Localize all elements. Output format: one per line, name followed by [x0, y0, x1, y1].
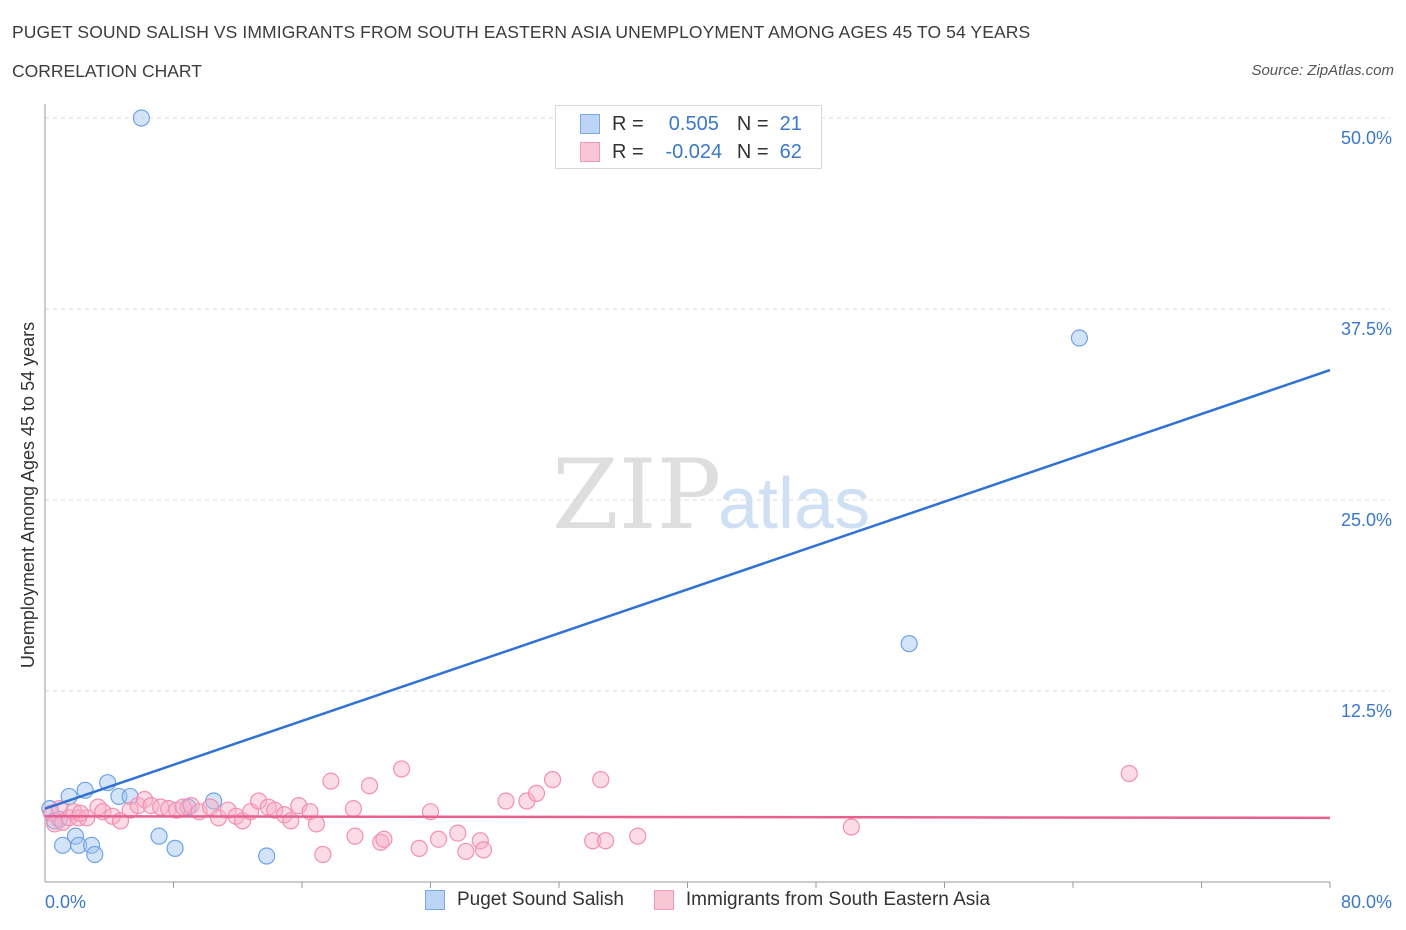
legend-r-value-puget: 0.505 [668, 112, 719, 135]
point-puget [70, 836, 88, 854]
axis-labels: 12.5% 25.0% 37.5% 50.0% 0.0% 80.0% Unemploymen… [18, 128, 1392, 912]
source-label: Source: ZipAtlas.com [1251, 62, 1394, 79]
points [41, 109, 1138, 865]
legend-swatch-puget [580, 114, 600, 134]
stats-legend: R = 0.505 N = 21 R = -0.024 N = 62 [555, 105, 822, 169]
point-asia [307, 815, 326, 833]
chart-subtitle: CORRELATION CHART [12, 61, 202, 81]
trend-line-puget [44, 368, 1331, 810]
point-puget [150, 827, 168, 845]
series-legend-asia: Immigrants from South Eastern Asia [653, 889, 991, 911]
point-asia [497, 792, 515, 810]
chart-title: PUGET SOUND SALISH VS IMMIGRANTS FROM SO… [12, 22, 1031, 42]
point-asia [375, 830, 393, 848]
legend-n-value-asia: 62 [779, 140, 802, 163]
series-legend: Puget Sound Salish Immigrants from South… [425, 889, 1020, 911]
point-asia [543, 771, 562, 789]
trend-line-asia [44, 815, 1331, 820]
series-swatch-puget [425, 890, 445, 910]
point-asia [629, 827, 647, 845]
grid [45, 117, 1390, 692]
point-puget [66, 827, 85, 845]
point-asia [429, 830, 448, 848]
point-asia [842, 818, 860, 836]
point-asia [135, 790, 154, 809]
point-puget [86, 845, 104, 864]
point-asia [592, 771, 610, 789]
point-puget [900, 635, 918, 653]
point-asia [360, 777, 379, 795]
point-asia [392, 760, 411, 778]
point-asia [266, 801, 284, 819]
point-asia [471, 832, 489, 850]
series-legend-puget: Puget Sound Salish [425, 889, 624, 911]
point-asia [527, 784, 546, 802]
legend-n-value-puget: 21 [779, 112, 802, 135]
y-tick-label: 37.5% [1341, 319, 1392, 339]
point-asia [1120, 764, 1138, 783]
trend-lines [44, 368, 1331, 820]
axes [44, 104, 1331, 888]
x-tick-label: 80.0% [1341, 892, 1392, 912]
point-asia [449, 824, 467, 842]
point-asia [314, 845, 332, 864]
legend-swatch-asia [580, 142, 600, 162]
watermark-atlas: atlas [718, 464, 870, 544]
point-asia [596, 832, 615, 850]
legend-r-value-asia: -0.024 [665, 140, 723, 163]
legend-row-asia: R = -0.024 N = 62 [580, 140, 802, 164]
legend-r-label: R = [612, 140, 644, 163]
y-tick-label: 12.5% [1341, 701, 1392, 721]
y-axis-label: Unemployment Among Ages 45 to 54 years [18, 322, 38, 668]
point-asia [250, 792, 268, 810]
point-asia [410, 839, 428, 857]
point-asia [346, 827, 364, 845]
x-tick-label: 0.0% [45, 892, 86, 912]
point-asia [129, 796, 147, 815]
series-swatch-asia [653, 890, 674, 910]
point-puget [1070, 329, 1089, 347]
point-asia [275, 806, 293, 824]
point-asia [71, 804, 89, 822]
point-puget [82, 836, 101, 854]
point-asia [372, 833, 390, 851]
y-tick-label: 25.0% [1341, 510, 1392, 530]
series-name-puget: Puget Sound Salish [457, 889, 624, 910]
legend-r-label: R = [612, 112, 644, 135]
point-asia [457, 842, 475, 861]
series-name-asia: Immigrants from South Eastern Asia [685, 889, 991, 910]
watermark-zip: ZIP [552, 439, 721, 551]
point-asia [282, 812, 300, 830]
point-asia [322, 772, 340, 790]
point-puget [132, 109, 150, 127]
point-puget [166, 839, 184, 857]
point-asia [474, 841, 493, 859]
point-asia [121, 801, 139, 819]
point-asia [584, 832, 602, 850]
y-tick-label: 50.0% [1341, 128, 1392, 148]
legend-n-label: N = [736, 112, 769, 135]
point-asia [344, 800, 362, 818]
legend-row-puget: R = 0.505 N = 21 [580, 112, 802, 136]
point-puget [258, 847, 276, 865]
legend-n-label: N = [736, 140, 769, 163]
